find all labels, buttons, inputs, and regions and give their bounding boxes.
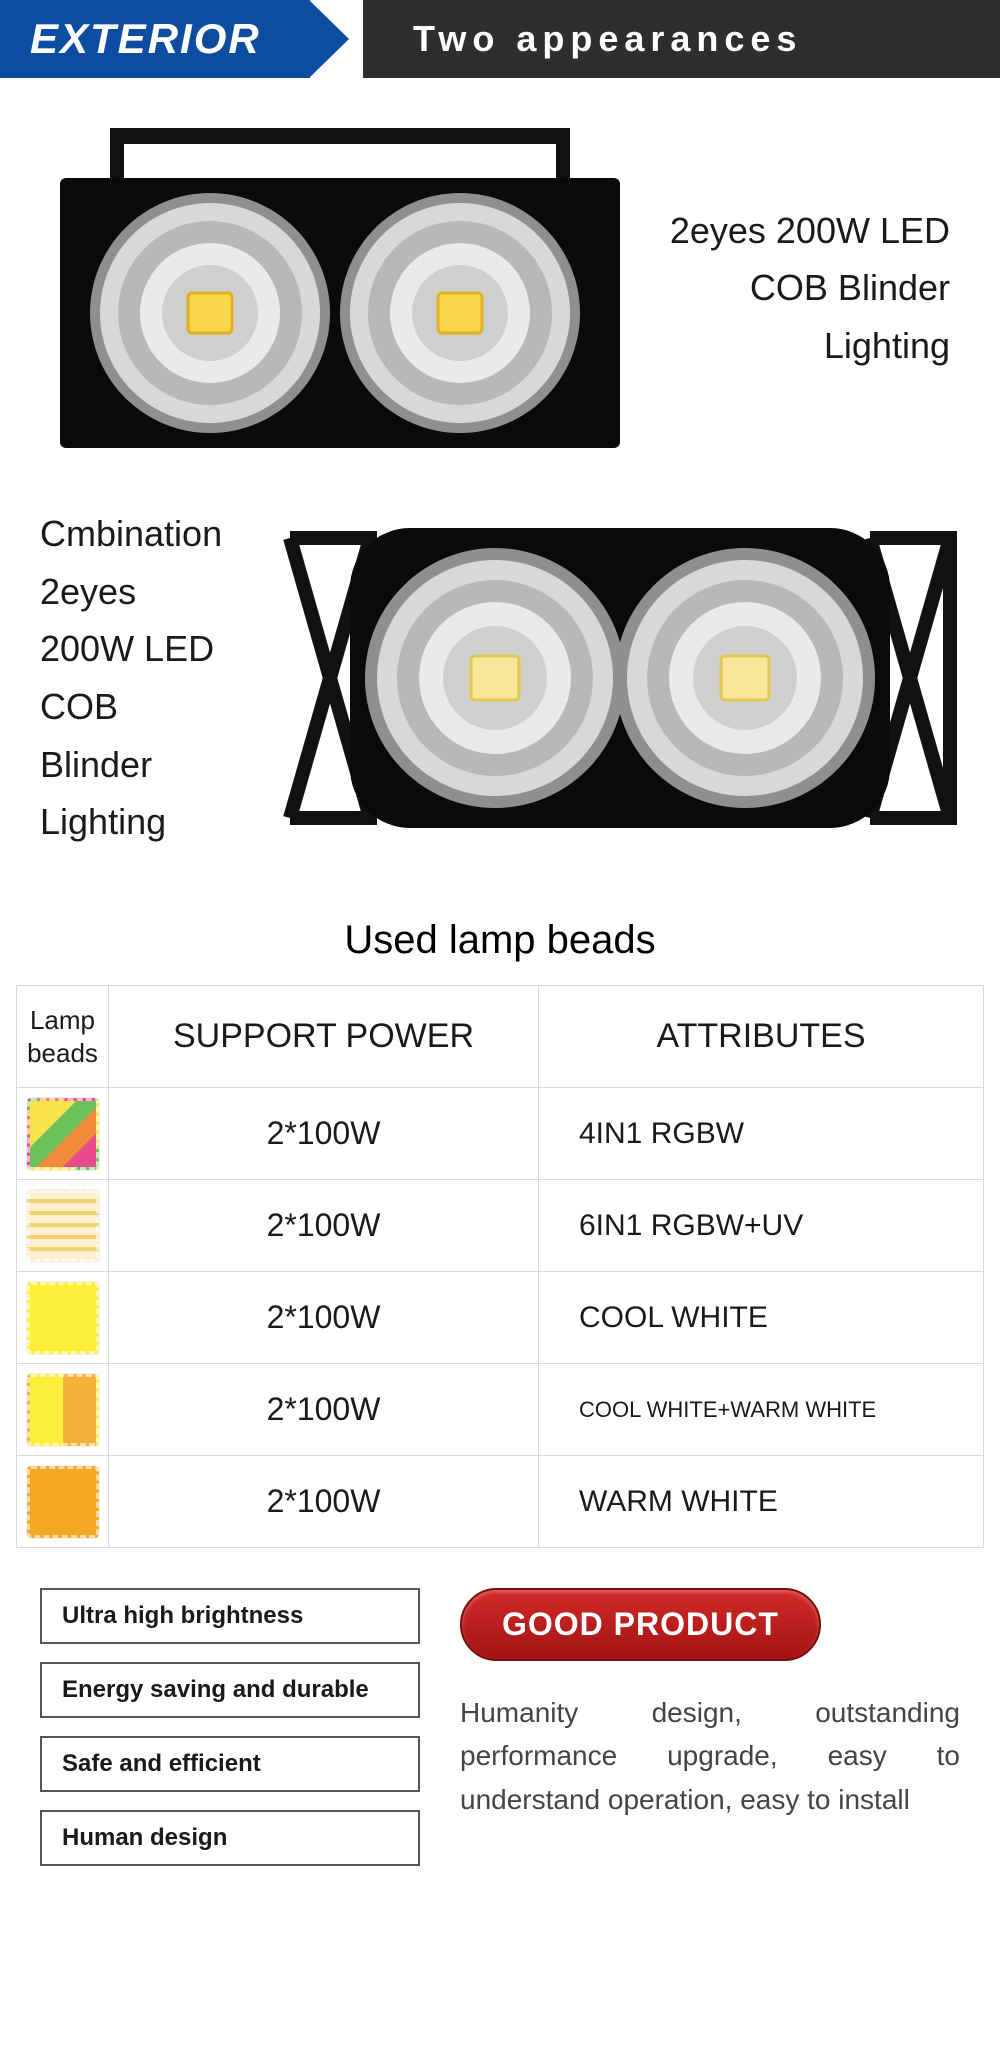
attribute-cell: COOL WHITE xyxy=(539,1272,984,1364)
col-header-power: SUPPORT POWER xyxy=(109,986,539,1088)
product-image-2 xyxy=(280,498,960,858)
good-product-badge: GOOD PRODUCT xyxy=(460,1588,821,1661)
header-left-label: EXTERIOR xyxy=(0,0,310,78)
product-row-2: Cmbination 2eyes 200W LED COB Blinder Li… xyxy=(0,478,1000,888)
header-right-label: Two appearances xyxy=(363,0,1000,78)
col-header-lamp: Lamp beads xyxy=(17,986,109,1088)
product-label-2-line2: 200W LED COB xyxy=(40,620,280,735)
table-row: 2*100W6IN1 RGBW+UV xyxy=(17,1180,984,1272)
table-row: 2*100W4IN1 RGBW xyxy=(17,1088,984,1180)
bead-swatch-icon xyxy=(27,1374,99,1446)
bead-swatch-icon xyxy=(27,1282,99,1354)
spec-table: Lamp beads SUPPORT POWER ATTRIBUTES 2*10… xyxy=(16,985,984,1548)
product-image-1 xyxy=(40,118,640,458)
bead-cell xyxy=(17,1364,109,1456)
feature-box: Ultra high brightness xyxy=(40,1588,420,1644)
product-label-1-line3: Lighting xyxy=(640,317,950,375)
bead-swatch-icon xyxy=(27,1190,99,1262)
product-label-2: Cmbination 2eyes 200W LED COB Blinder Li… xyxy=(40,505,280,851)
bead-cell xyxy=(17,1180,109,1272)
power-cell: 2*100W xyxy=(109,1456,539,1548)
bead-cell xyxy=(17,1272,109,1364)
power-cell: 2*100W xyxy=(109,1180,539,1272)
table-row: 2*100WCOOL WHITE xyxy=(17,1272,984,1364)
product-label-1-line2: COB Blinder xyxy=(640,259,950,317)
feature-box: Human design xyxy=(40,1810,420,1866)
bead-cell xyxy=(17,1088,109,1180)
table-row: 2*100WWARM WHITE xyxy=(17,1456,984,1548)
header-arrow-icon xyxy=(310,0,349,78)
bead-swatch-icon xyxy=(27,1098,99,1170)
attribute-cell: WARM WHITE xyxy=(539,1456,984,1548)
section-header: EXTERIOR Two appearances xyxy=(0,0,1000,78)
good-product-column: GOOD PRODUCT Humanity design, outstandin… xyxy=(460,1588,960,1866)
product-label-2-line1: Cmbination 2eyes xyxy=(40,505,280,620)
feature-box: Energy saving and durable xyxy=(40,1662,420,1718)
col-header-attr: ATTRIBUTES xyxy=(539,986,984,1088)
power-cell: 2*100W xyxy=(109,1272,539,1364)
attribute-cell: COOL WHITE+WARM WHITE xyxy=(539,1364,984,1456)
power-cell: 2*100W xyxy=(109,1364,539,1456)
feature-box: Safe and efficient xyxy=(40,1736,420,1792)
features-column: Ultra high brightness Energy saving and … xyxy=(40,1588,420,1866)
good-product-description: Humanity design, outstanding performance… xyxy=(460,1691,960,1821)
attribute-cell: 6IN1 RGBW+UV xyxy=(539,1180,984,1272)
table-title: Used lamp beads xyxy=(0,918,1000,963)
product-row-1: 2eyes 200W LED COB Blinder Lighting xyxy=(0,78,1000,478)
footer-section: Ultra high brightness Energy saving and … xyxy=(0,1548,1000,1926)
product-label-1: 2eyes 200W LED COB Blinder Lighting xyxy=(640,202,960,375)
bead-cell xyxy=(17,1456,109,1548)
product-label-1-line1: 2eyes 200W LED xyxy=(640,202,950,260)
power-cell: 2*100W xyxy=(109,1088,539,1180)
header-gap xyxy=(349,0,363,78)
table-row: 2*100WCOOL WHITE+WARM WHITE xyxy=(17,1364,984,1456)
product-label-2-line3: Blinder Lighting xyxy=(40,736,280,851)
bead-swatch-icon xyxy=(27,1466,99,1538)
attribute-cell: 4IN1 RGBW xyxy=(539,1088,984,1180)
